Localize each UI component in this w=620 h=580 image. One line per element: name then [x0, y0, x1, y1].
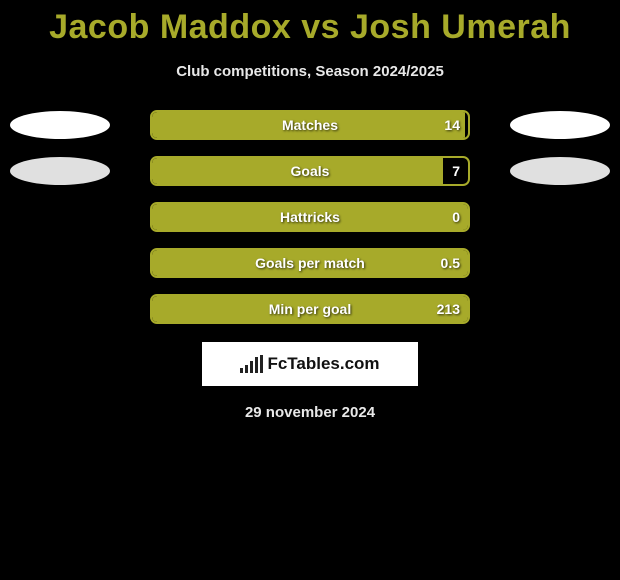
left-marker-ellipse — [10, 111, 110, 139]
stat-bar: Min per goal 213 — [150, 294, 470, 324]
stat-value: 14 — [444, 117, 460, 133]
stat-value: 213 — [437, 301, 460, 317]
logo-text: FcTables.com — [267, 354, 379, 374]
page-subtitle: Club competitions, Season 2024/2025 — [0, 63, 620, 80]
stat-value: 0.5 — [441, 255, 460, 271]
stat-label: Goals per match — [255, 255, 365, 271]
stat-value: 7 — [452, 163, 460, 179]
stat-bar: Matches 14 — [150, 110, 470, 140]
source-logo: FcTables.com — [202, 342, 418, 386]
stat-bar: Hattricks 0 — [150, 202, 470, 232]
right-marker-ellipse — [510, 157, 610, 185]
page-title: Jacob Maddox vs Josh Umerah — [0, 0, 620, 47]
stat-label: Hattricks — [280, 209, 340, 225]
stat-row: Goals 7 — [10, 156, 610, 186]
stat-value: 0 — [452, 209, 460, 225]
stat-row: Min per goal 213 — [10, 294, 610, 324]
stat-row: Goals per match 0.5 — [10, 248, 610, 278]
date-label: 29 november 2024 — [0, 404, 620, 421]
stat-row: Hattricks 0 — [10, 202, 610, 232]
stat-bar: Goals per match 0.5 — [150, 248, 470, 278]
comparison-chart: Matches 14 Goals 7 Hattricks 0 Goals per… — [0, 110, 620, 324]
left-marker-ellipse — [10, 157, 110, 185]
stat-row: Matches 14 — [10, 110, 610, 140]
right-marker-ellipse — [510, 111, 610, 139]
stat-label: Goals — [291, 163, 330, 179]
logo-inner: FcTables.com — [240, 354, 379, 374]
stat-label: Min per goal — [269, 301, 351, 317]
stat-bar: Goals 7 — [150, 156, 470, 186]
stat-label: Matches — [282, 117, 338, 133]
bar-chart-icon — [240, 355, 263, 373]
